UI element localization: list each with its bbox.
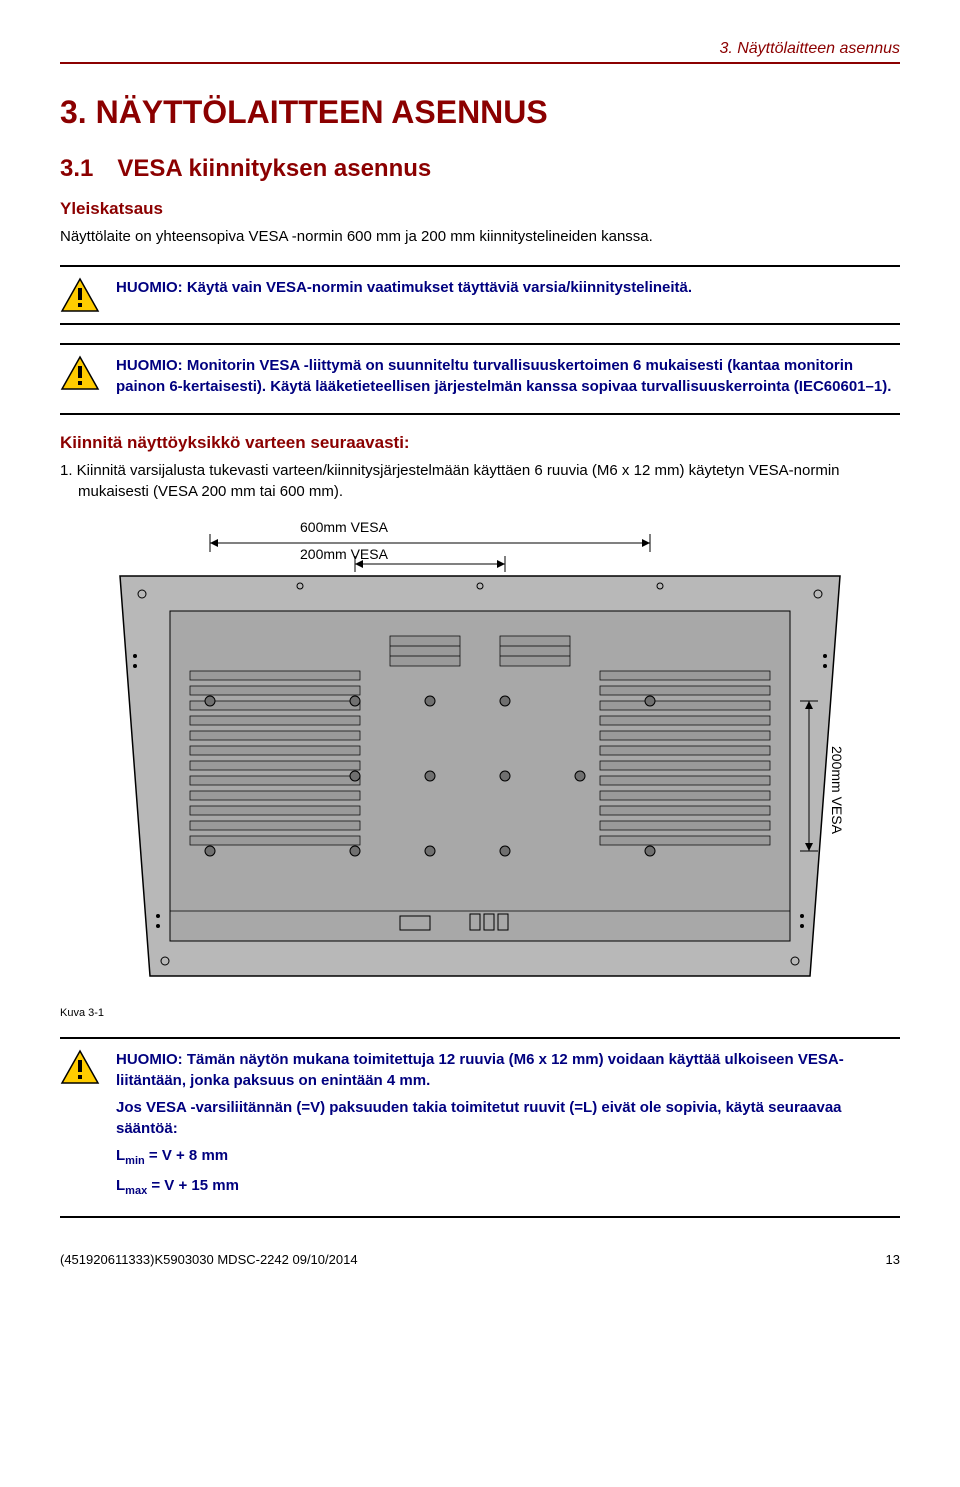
footer-page-number: 13	[886, 1252, 900, 1267]
formula-lmin: Lmin = V + 8 mm	[116, 1145, 900, 1169]
notice-2-label: HUOMIO:	[116, 357, 183, 374]
warning-icon	[60, 355, 100, 391]
notice-block-1: HUOMIO: Käytä vain VESA-normin vaatimuks…	[60, 265, 900, 325]
notice-1-text: HUOMIO: Käytä vain VESA-normin vaatimuks…	[116, 277, 900, 304]
warning-icon	[60, 1049, 100, 1085]
formula-lmax: Lmax = V + 15 mm	[116, 1175, 900, 1199]
notice-3-p2: Jos VESA -varsiliitännän (=V) paksuuden …	[116, 1097, 900, 1139]
running-header: 3. Näyttölaitteen asennus	[60, 40, 900, 64]
section-number: 3.1	[60, 155, 93, 183]
notice-3-p1: Tämän näytön mukana toimitettuja 12 ruuv…	[116, 1051, 844, 1089]
page: 3. Näyttölaitteen asennus 3. NÄYTTÖLAITT…	[0, 0, 960, 1287]
page-footer: (451920611333)K5903030 MDSC-2242 09/10/2…	[60, 1246, 900, 1267]
overview-text: Näyttölaite on yhteensopiva VESA -normin…	[60, 227, 900, 247]
vesa-diagram: 600mm VESA 200mm VESA	[60, 516, 900, 1001]
dim-600-label: 600mm VESA	[300, 519, 389, 535]
notice-1-body: Käytä vain VESA-normin vaatimukset täytt…	[187, 279, 692, 296]
attach-step-1: 1. Kiinnitä varsijalusta tukevasti varte…	[60, 461, 900, 502]
overview-label: Yleiskatsaus	[60, 199, 900, 219]
notice-3-label: HUOMIO:	[116, 1051, 183, 1068]
chapter-title: 3. NÄYTTÖLAITTEEN ASENNUS	[60, 94, 900, 131]
notice-1-label: HUOMIO:	[116, 279, 183, 296]
warning-icon	[60, 277, 100, 313]
notice-2-body: Monitorin VESA -liittymä on suunniteltu …	[116, 357, 891, 395]
notice-block-3: HUOMIO: Tämän näytön mukana toimitettuja…	[60, 1037, 900, 1218]
attach-heading: Kiinnitä näyttöyksikkö varteen seuraavas…	[60, 433, 900, 453]
section-title: VESA kiinnityksen asennus	[117, 155, 431, 183]
running-title: 3. Näyttölaitteen asennus	[719, 40, 900, 57]
figure-caption: Kuva 3-1	[60, 1007, 900, 1019]
footer-left: (451920611333)K5903030 MDSC-2242 09/10/2…	[60, 1252, 358, 1267]
section-heading: 3.1 VESA kiinnityksen asennus	[60, 155, 900, 183]
notice-3-text: HUOMIO: Tämän näytön mukana toimitettuja…	[116, 1049, 900, 1206]
svg-text:200mm VESA: 200mm VESA	[829, 746, 845, 835]
notice-block-2: HUOMIO: Monitorin VESA -liittymä on suun…	[60, 343, 900, 415]
notice-2-text: HUOMIO: Monitorin VESA -liittymä on suun…	[116, 355, 900, 403]
svg-text:200mm VESA: 200mm VESA	[300, 546, 389, 562]
